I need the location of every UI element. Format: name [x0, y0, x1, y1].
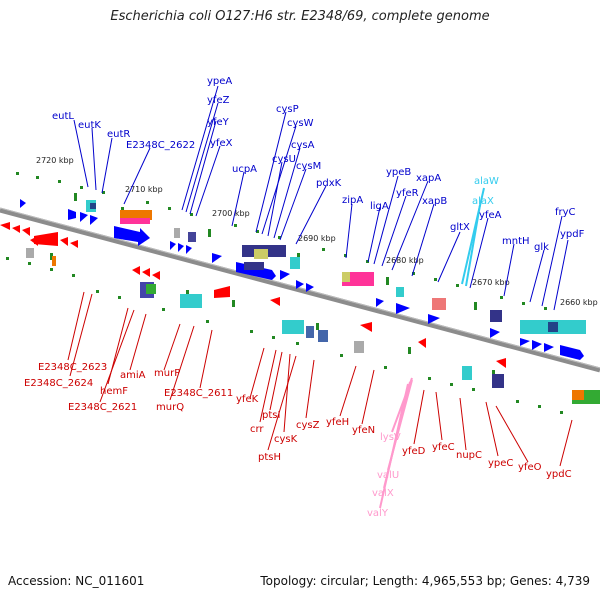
gene-label: yfeA	[479, 210, 502, 221]
gene-label: murP	[154, 368, 180, 379]
genome-backbone	[0, 207, 600, 373]
label-leaders-top	[73, 85, 569, 311]
feature-boxes	[26, 200, 600, 404]
gene-label: ypeC	[488, 458, 513, 469]
gene-label: cysK	[274, 434, 298, 445]
gene-label: alaW	[474, 176, 499, 187]
gene-label: valY	[367, 508, 389, 519]
gene-label: yfeR	[396, 188, 419, 199]
gene-label: fryC	[555, 207, 576, 218]
gene-label: cysZ	[296, 420, 320, 431]
gene-label: ypdF	[560, 229, 585, 240]
gene-label: ligA	[370, 201, 389, 212]
kbp-label: 2710 kbp	[125, 185, 163, 194]
gene-label: valU	[377, 470, 399, 481]
gene-labels-bottom: E2348C_2623 E2348C_2624 hemF E2348C_2621…	[24, 362, 572, 519]
gene-label: E2348C_2622	[126, 140, 195, 151]
kbp-scale: 2720 kbp 2710 kbp 2700 kbp 2690 kbp 2680…	[36, 156, 598, 307]
tick-marks	[6, 172, 563, 414]
gene-label: xapB	[422, 196, 447, 207]
gene-label: ptsH	[258, 452, 281, 463]
gene-label: zipA	[342, 195, 363, 206]
gene-labels-top: eutL eutK eutR E2348C_2622 ypeA yfeZ yfe…	[52, 76, 585, 253]
gene-label: eutL	[52, 111, 74, 122]
gene-label: eutR	[107, 129, 130, 140]
gene-label: cysW	[287, 118, 314, 129]
gene-label: cysU	[272, 154, 296, 165]
accession-text: Accession: NC_011601	[8, 574, 145, 588]
kbp-label: 2680 kbp	[386, 256, 424, 265]
gene-label: E2348C_2624	[24, 378, 93, 389]
gene-label: yfeX	[210, 138, 233, 149]
minus-strand-genes	[0, 222, 506, 368]
gene-label: ypeA	[207, 76, 232, 87]
topology-text: Topology: circular; Length: 4,965,553 bp…	[260, 574, 590, 588]
kbp-label: 2720 kbp	[36, 156, 74, 165]
gene-label: mntH	[502, 236, 530, 247]
gene-label: alaX	[472, 196, 494, 207]
gene-label: cysP	[276, 104, 299, 115]
gene-label: yfeD	[402, 446, 426, 457]
gene-label: yfeZ	[207, 95, 230, 106]
gene-label: amiA	[120, 370, 146, 381]
gene-label: valX	[372, 488, 394, 499]
gene-label: ucpA	[232, 164, 257, 175]
gene-label: yfeC	[432, 442, 455, 453]
map-title: Escherichia coli O127:H6 str. E2348/69, …	[110, 9, 490, 24]
gene-label: xapA	[416, 173, 441, 184]
gene-label: nupC	[456, 450, 482, 461]
gene-label: eutK	[78, 120, 101, 131]
gene-label: E2348C_2621	[68, 402, 137, 413]
gene-label: cysA	[291, 140, 315, 151]
label-leaders-bottom	[67, 291, 573, 509]
gene-label: ypdC	[546, 469, 572, 480]
gene-label: lysV	[380, 432, 401, 443]
gene-label: E2348C_2611	[164, 388, 233, 399]
kbp-label: 2690 kbp	[298, 234, 336, 243]
kbp-label: 2670 kbp	[472, 278, 510, 287]
gene-label: yfeH	[326, 417, 349, 428]
gene-label: E2348C_2623	[38, 362, 107, 373]
gene-label: yfeN	[352, 425, 375, 436]
gene-label: ypeB	[386, 167, 411, 178]
gene-label: cysM	[296, 161, 321, 172]
gene-label: glk	[534, 242, 549, 253]
gene-label: gltX	[450, 222, 470, 233]
gene-label: ptsI	[262, 410, 280, 421]
kbp-label: 2660 kbp	[560, 298, 598, 307]
gene-label: yfeK	[236, 394, 259, 405]
gene-label: yfeY	[207, 117, 230, 128]
gene-label: murQ	[156, 402, 184, 413]
gene-label: crr	[250, 424, 264, 435]
gene-label: pdxK	[316, 178, 342, 189]
gene-label: yfeO	[518, 462, 542, 473]
gene-label: hemF	[100, 386, 128, 397]
kbp-label: 2700 kbp	[212, 209, 250, 218]
